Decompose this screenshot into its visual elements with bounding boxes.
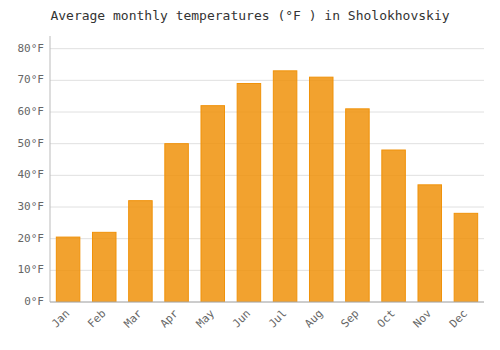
y-tick-label: 20°F <box>18 232 45 245</box>
bar <box>346 109 370 302</box>
chart-svg: 0°F 10°F 20°F 30°F 40°F 50°F 60°F 70°F 80°F Jan Fe… <box>0 0 500 350</box>
y-axis: 0°F 10°F 20°F 30°F 40°F 50°F 60°F 70°F 80°F <box>18 36 51 308</box>
x-tick-label: Mar <box>121 307 145 331</box>
x-tick-label: Oct <box>375 307 398 330</box>
y-tick-label: 10°F <box>18 263 45 276</box>
bar <box>92 232 116 302</box>
bar <box>309 77 333 302</box>
bar <box>129 201 153 302</box>
x-axis-line <box>50 302 484 303</box>
y-tick-label: 70°F <box>18 73 45 86</box>
y-tick-label: 30°F <box>18 200 45 213</box>
x-tick-label: Nov <box>411 307 435 331</box>
y-tick-label: 0°F <box>24 295 44 308</box>
y-tick-label: 80°F <box>18 42 45 55</box>
x-tick-label: Dec <box>447 307 470 330</box>
bar <box>165 144 189 302</box>
grid-line <box>50 112 484 113</box>
chart-container: 0°F 10°F 20°F 30°F 40°F 50°F 60°F 70°F 80°F Jan Fe… <box>0 0 500 350</box>
x-tick-label: Aug <box>302 307 325 330</box>
x-tick-label: Jul <box>266 307 289 330</box>
bar <box>382 150 406 302</box>
grid-line <box>50 175 484 176</box>
x-tick-label: Jan <box>49 307 72 330</box>
grid-line <box>50 80 484 81</box>
bar <box>273 71 297 302</box>
y-axis-line <box>50 36 51 302</box>
bars <box>56 71 477 302</box>
bar <box>237 84 261 303</box>
bar <box>56 237 80 302</box>
y-grid <box>50 49 484 302</box>
bar <box>454 213 478 302</box>
y-tick-label: 60°F <box>18 105 45 118</box>
x-tick-label: Apr <box>158 307 182 331</box>
bar <box>201 106 225 302</box>
y-tick-label: 50°F <box>18 137 45 150</box>
grid-line <box>50 302 484 303</box>
x-tick-label: Sep <box>338 307 361 330</box>
x-tick-label: Jun <box>230 307 253 330</box>
x-tick-label: May <box>194 307 218 331</box>
x-axis: Jan Feb Mar Apr May Jun Jul Aug Sep Oct Nov Dec <box>49 302 484 330</box>
y-tick-label: 40°F <box>18 168 45 181</box>
x-tick-label: Feb <box>85 307 108 330</box>
chart-title: Average monthly temperatures (°F ) in Sh… <box>50 8 449 23</box>
grid-line <box>50 48 484 49</box>
grid-line <box>50 143 484 144</box>
bar <box>418 185 442 302</box>
